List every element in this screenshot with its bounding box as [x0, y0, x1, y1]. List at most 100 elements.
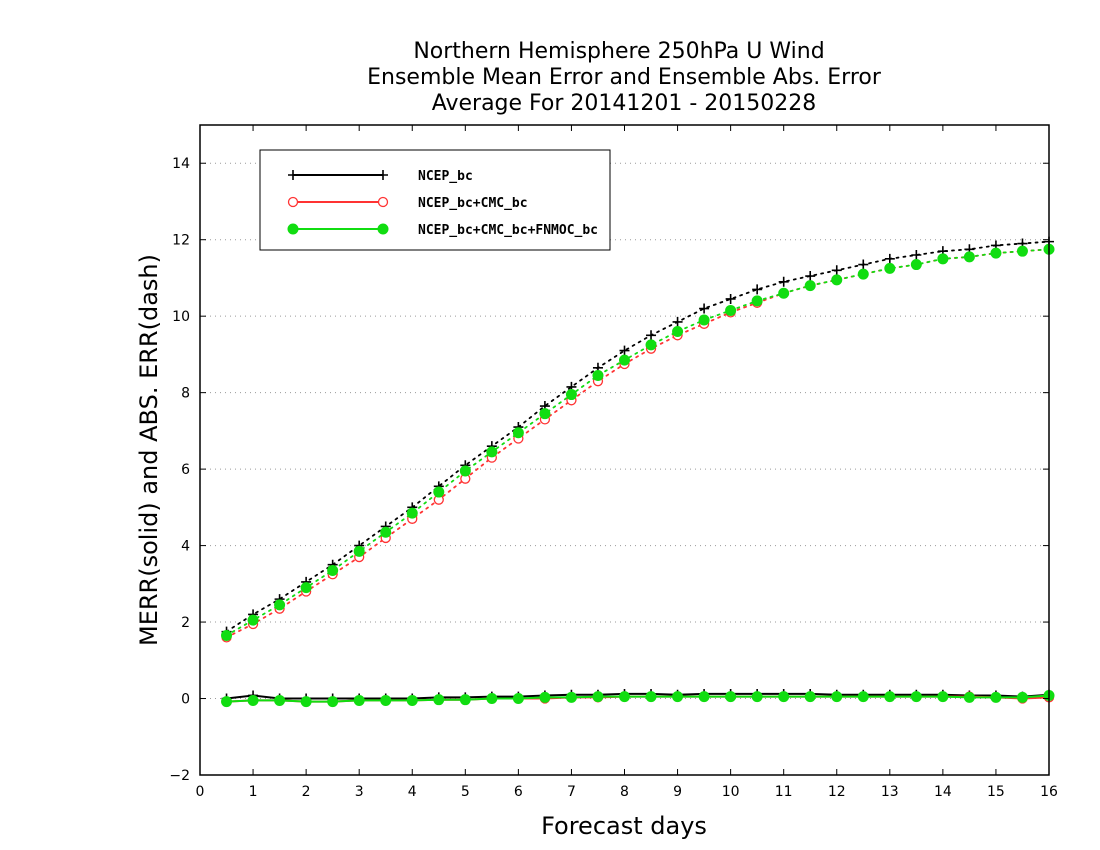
mean-error-point-ncep-bc-cmc-bc-fnmoc-bc	[963, 691, 975, 703]
abs-error-point-ncep-bc-cmc-bc-fnmoc-bc	[751, 295, 763, 307]
mean-error-point-ncep-bc-cmc-bc-fnmoc-bc	[353, 694, 365, 706]
abs-error-line-ncep-bc-cmc-bc-fnmoc-bc	[225, 248, 1050, 637]
legend-label-ncep-bc: NCEP_bc	[418, 169, 473, 184]
x-tick-label: 9	[673, 784, 682, 800]
x-tick-label: 13	[881, 784, 899, 800]
mean-error-point-ncep-bc-cmc-bc-fnmoc-bc	[486, 693, 498, 705]
abs-error-point-ncep-bc-cmc-bc-fnmoc-bc	[512, 427, 524, 439]
abs-error-point-ncep-bc-cmc-bc-fnmoc-bc	[725, 304, 737, 316]
mean-error-point-ncep-bc-cmc-bc-fnmoc-bc	[619, 691, 630, 703]
abs-error-point-ncep-bc-cmc-bc-fnmoc-bc	[1016, 245, 1028, 257]
abs-error-point-ncep-bc-cmc-bc-fnmoc-bc	[804, 280, 816, 292]
mean-error-point-ncep-bc-cmc-bc-fnmoc-bc	[645, 691, 657, 703]
abs-error-point-ncep-bc-cmc-bc-fnmoc-bc	[565, 389, 577, 401]
x-tick-label: 10	[722, 784, 740, 800]
abs-error-point-ncep-bc	[778, 276, 789, 287]
mean-error-point-ncep-bc-cmc-bc-fnmoc-bc	[937, 691, 949, 703]
legend-items: NCEP_bc NCEP_bc+CMC_bc NCEP_bc+CMC_bc+FNMO…	[287, 169, 598, 238]
abs-error-point-ncep-bc	[672, 316, 683, 327]
abs-error-point-ncep-bc	[699, 303, 710, 314]
abs-error-point-ncep-bc-cmc-bc-fnmoc-bc	[539, 408, 551, 420]
abs-error-point-ncep-bc	[805, 271, 816, 282]
x-tick-label: 16	[1040, 784, 1058, 800]
mean-error-point-ncep-bc-cmc-bc-fnmoc-bc	[778, 691, 790, 703]
abs-error-point-ncep-bc-cmc-bc-fnmoc-bc	[486, 446, 498, 458]
mean-error-point-ncep-bc-cmc-bc-fnmoc-bc	[725, 691, 737, 703]
abs-error-line-ncep-bc-cmc-bc	[225, 248, 1050, 639]
y-tick-label: 4	[181, 539, 190, 555]
abs-error-point-ncep-bc-cmc-bc-fnmoc-bc	[857, 268, 869, 280]
y-tick-label: 2	[181, 615, 190, 631]
x-tick-label: 5	[461, 784, 470, 800]
abs-error-point-ncep-bc-cmc-bc-fnmoc-bc	[300, 582, 312, 594]
y-tick-label: 10	[172, 309, 190, 325]
mean-error-point-ncep-bc-cmc-bc-fnmoc-bc	[274, 694, 286, 706]
abs-error-point-ncep-bc-cmc-bc-fnmoc-bc	[221, 629, 233, 641]
abs-error-point-ncep-bc-cmc-bc-fnmoc-bc	[937, 253, 949, 265]
abs-error-point-ncep-bc-cmc-bc-fnmoc-bc	[990, 247, 1002, 259]
chart-title-line-3: Average For 20141201 - 20150228	[432, 91, 817, 116]
mean-error-point-ncep-bc-cmc-bc-fnmoc-bc	[539, 691, 551, 703]
legend-marker-ncep-bc-cmc-bc-fnmoc-bc	[287, 223, 299, 235]
x-tick-label: 12	[828, 784, 846, 800]
series-ncep-bc-cmc-bc	[221, 244, 1055, 707]
mean-error-point-ncep-bc-cmc-bc-fnmoc-bc	[459, 694, 471, 706]
legend: NCEP_bc NCEP_bc+CMC_bc NCEP_bc+CMC_bc+FNMO…	[259, 149, 611, 251]
mean-error-point-ncep-bc-cmc-bc-fnmoc-bc	[512, 693, 524, 705]
legend-marker-ncep-bc-cmc-bc	[377, 196, 389, 208]
abs-error-point-ncep-bc	[831, 265, 842, 276]
mean-error-point-ncep-bc-cmc-bc-fnmoc-bc	[406, 694, 418, 706]
abs-error-point-ncep-bc-cmc-bc-fnmoc-bc	[963, 251, 975, 263]
y-axis-label: MERR(solid) and ABS. ERR(dash)	[135, 254, 163, 646]
abs-error-point-ncep-bc-cmc-bc-fnmoc-bc	[698, 314, 710, 326]
chart-title-line-1: Northern Hemisphere 250hPa U Wind	[413, 39, 824, 64]
abs-error-point-ncep-bc-cmc-bc-fnmoc-bc	[459, 465, 471, 477]
abs-error-line-ncep-bc	[225, 240, 1050, 633]
abs-error-point-ncep-bc	[884, 253, 895, 264]
y-tick-label: −2	[169, 768, 190, 784]
mean-error-point-ncep-bc-cmc-bc-fnmoc-bc	[247, 694, 259, 706]
mean-error-point-ncep-bc-cmc-bc-fnmoc-bc	[751, 691, 763, 703]
x-tick-label: 1	[249, 784, 258, 800]
legend-marker-ncep-bc	[378, 170, 388, 180]
mean-error-point-ncep-bc-cmc-bc-fnmoc-bc	[221, 696, 233, 708]
mean-error-point-ncep-bc-cmc-bc-fnmoc-bc	[831, 691, 843, 703]
y-tick-label: 0	[181, 692, 190, 708]
series-ncep-bc-cmc-bc-fnmoc-bc	[221, 243, 1055, 708]
mean-error-point-ncep-bc-cmc-bc-fnmoc-bc	[380, 694, 392, 706]
abs-error-point-ncep-bc-cmc-bc-fnmoc-bc	[592, 369, 604, 381]
mean-error-point-ncep-bc-cmc-bc-fnmoc-bc	[990, 691, 1002, 703]
x-tick-label: 15	[987, 784, 1005, 800]
mean-error-point-ncep-bc-cmc-bc-fnmoc-bc	[592, 691, 604, 703]
mean-error-point-ncep-bc-cmc-bc-fnmoc-bc	[433, 694, 445, 706]
mean-error-point-ncep-bc-cmc-bc-fnmoc-bc	[804, 691, 816, 703]
abs-error-point-ncep-bc	[858, 259, 869, 270]
abs-error-point-ncep-bc	[619, 345, 630, 356]
abs-error-point-ncep-bc-cmc-bc-fnmoc-bc	[406, 507, 418, 519]
mean-error-point-ncep-bc-cmc-bc-fnmoc-bc	[300, 696, 312, 708]
x-tick-label: 0	[196, 784, 205, 800]
mean-error-point-ncep-bc-cmc-bc-fnmoc-bc	[1016, 691, 1028, 703]
abs-error-point-ncep-bc-cmc-bc-fnmoc-bc	[910, 259, 922, 271]
legend-box	[259, 149, 611, 251]
abs-error-point-ncep-bc-cmc-bc-fnmoc-bc	[274, 599, 286, 611]
abs-error-point-ncep-bc	[646, 330, 657, 341]
x-tick-label: 8	[620, 784, 629, 800]
x-tick-label: 3	[355, 784, 364, 800]
abs-error-point-ncep-bc	[725, 293, 736, 304]
mean-error-point-ncep-bc-cmc-bc-fnmoc-bc	[327, 696, 339, 708]
abs-error-point-ncep-bc-cmc-bc-fnmoc-bc	[247, 614, 259, 626]
abs-error-point-ncep-bc	[911, 250, 922, 260]
abs-error-point-ncep-bc-cmc-bc-fnmoc-bc	[831, 274, 843, 286]
abs-error-point-ncep-bc-cmc-bc-fnmoc-bc	[433, 486, 445, 498]
y-tick-label: 12	[172, 233, 190, 249]
abs-error-point-ncep-bc-cmc-bc-fnmoc-bc	[884, 262, 896, 274]
mean-error-point-ncep-bc-cmc-bc-fnmoc-bc	[857, 691, 869, 703]
x-tick-label: 6	[514, 784, 523, 800]
abs-error-point-ncep-bc-cmc-bc-fnmoc-bc	[645, 339, 657, 351]
legend-marker-ncep-bc-cmc-bc	[287, 196, 299, 208]
abs-error-point-ncep-bc-cmc-bc-fnmoc-bc	[672, 325, 684, 337]
y-tick-label: 8	[181, 386, 190, 402]
